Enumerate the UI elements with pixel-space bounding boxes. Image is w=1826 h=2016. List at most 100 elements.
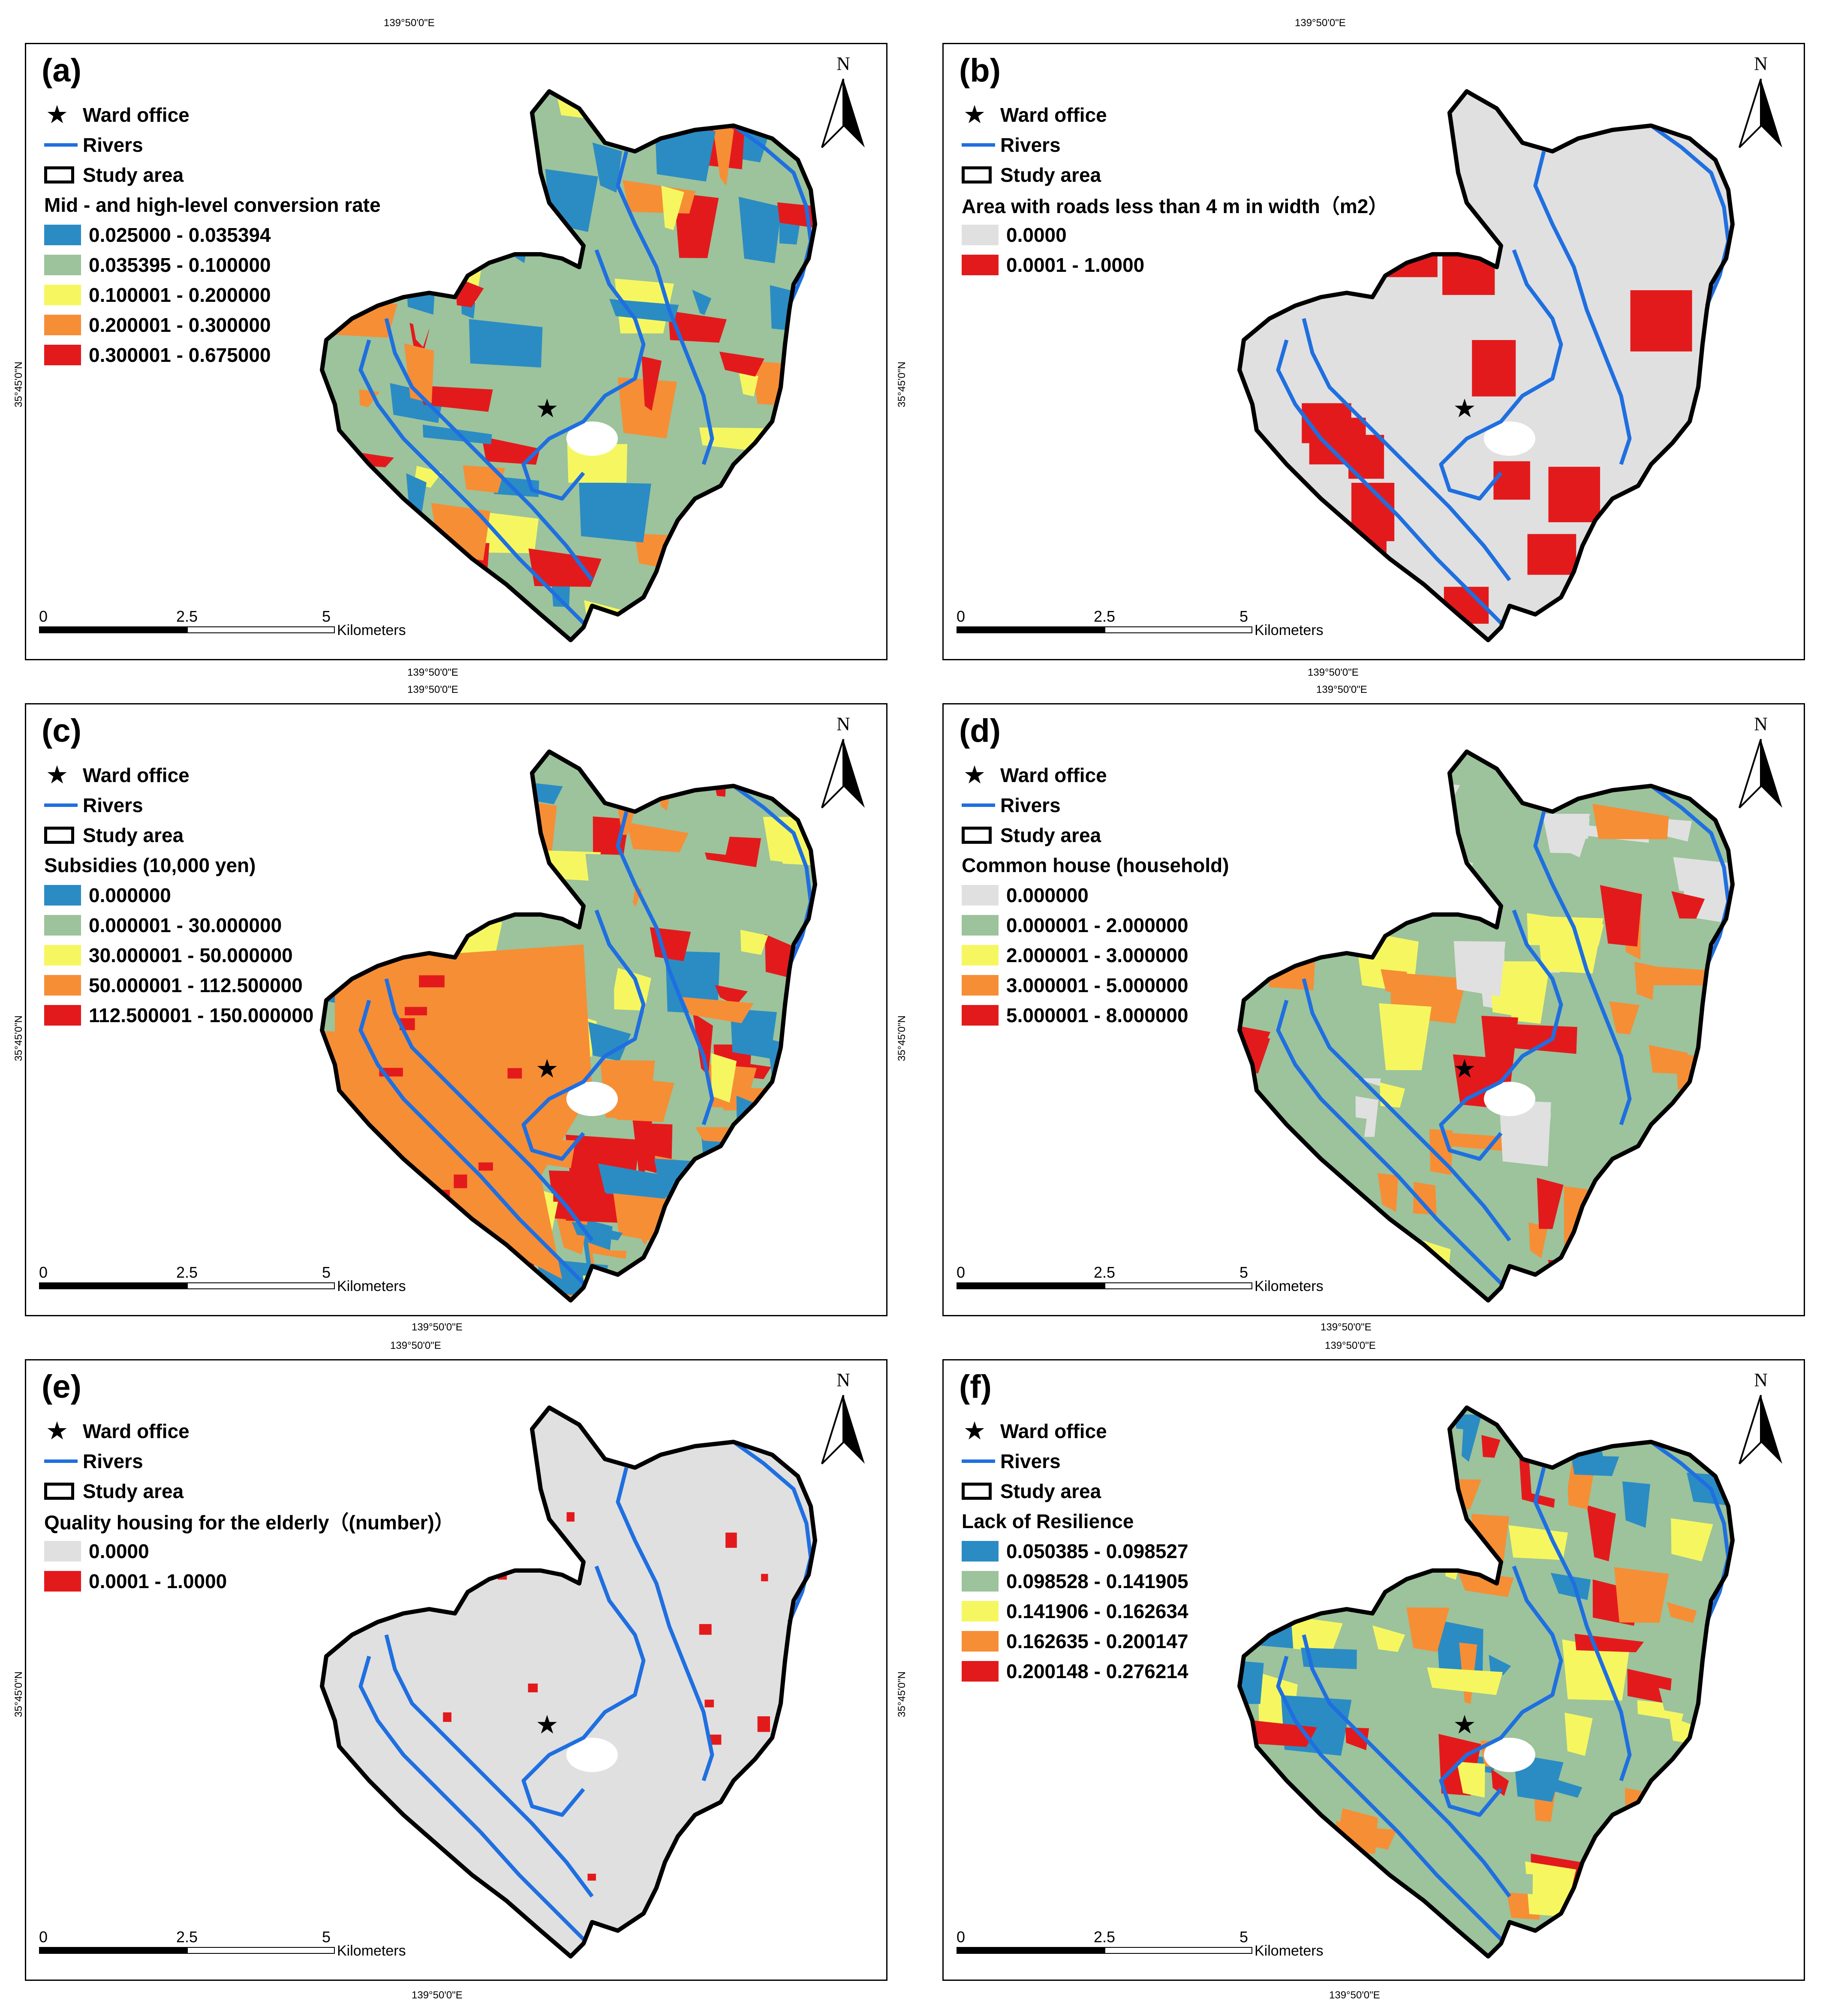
zone-patch — [773, 1274, 811, 1297]
zone-patch — [1602, 1195, 1646, 1259]
zone-patch — [1442, 239, 1495, 295]
scale-bar-white — [1104, 1282, 1252, 1289]
legend-swatch — [962, 1541, 999, 1562]
zone-patch — [796, 378, 815, 426]
zone-patch — [1685, 1169, 1733, 1236]
zone-patch — [1439, 1132, 1513, 1152]
zone-patch — [385, 1224, 408, 1233]
north-arrow-icon — [821, 78, 865, 148]
map-gap — [1484, 1082, 1535, 1116]
lat-label-b: 35°45'0"N — [896, 361, 908, 407]
zone-patch — [1338, 1426, 1410, 1453]
zone-patch — [1548, 1260, 1597, 1294]
zone-patch — [380, 569, 441, 605]
map-gap — [1484, 1738, 1535, 1772]
zone-patch — [1726, 1942, 1733, 1956]
legend-text: Study area — [1000, 824, 1101, 846]
zone-patch — [1527, 534, 1576, 575]
legend-class: 0.035395 - 0.100000 — [44, 250, 381, 280]
study-area-boundary — [1237, 1405, 1735, 1959]
zone-patch — [732, 469, 762, 525]
zone-patch — [1471, 1514, 1510, 1562]
scale-bar: 0 2.5 5 Kilometers — [39, 608, 406, 642]
zone-patch — [1250, 926, 1317, 954]
legend-text: Ward office — [1000, 764, 1107, 786]
river-line — [358, 1655, 585, 1941]
scale-tick-2-5: 2.5 — [176, 1264, 198, 1281]
zone-patch — [818, 1174, 871, 1203]
legend-range: 5.000001 - 8.000000 — [1006, 1004, 1188, 1026]
zone-patch — [423, 832, 480, 859]
zone-patch — [1548, 466, 1600, 523]
map-gap — [566, 1738, 618, 1772]
scale-tick-0: 0 — [957, 1264, 966, 1281]
zone-patch — [1340, 1499, 1374, 1560]
legend-text: Ward office — [83, 1420, 190, 1442]
zone-patch — [333, 871, 377, 931]
map-gap — [1484, 421, 1535, 456]
zone-patch — [643, 612, 672, 633]
legend-class: 0.000000 — [44, 880, 313, 910]
zone-patch — [1372, 1625, 1405, 1652]
zone-patch — [750, 1264, 777, 1294]
panel-label: (e) — [42, 1369, 81, 1405]
zone-patch — [798, 1095, 815, 1153]
zone-patch — [1632, 1897, 1667, 1946]
zone-patch — [598, 1163, 668, 1199]
zone-patch — [365, 859, 431, 913]
zone-patch — [705, 596, 765, 622]
zone-patch — [394, 776, 436, 831]
zone-patch — [1287, 855, 1307, 924]
zone-patch — [588, 1022, 631, 1061]
zone-patch — [1690, 1067, 1731, 1116]
zone-patch — [757, 1716, 770, 1732]
river-line — [1439, 909, 1563, 1161]
scale-bar-white — [1104, 1947, 1252, 1954]
zone-patch — [758, 1124, 815, 1159]
zone-patch — [1710, 1073, 1730, 1120]
zone-patch — [355, 938, 380, 966]
river-line — [1276, 1655, 1503, 1941]
scale-bar: 0 2.5 5 Kilometers — [957, 1264, 1324, 1298]
zone-patch — [1243, 924, 1318, 987]
zone-patch — [631, 1107, 653, 1176]
zone-patch — [796, 981, 815, 1032]
scale-tick-2-5: 2.5 — [1094, 608, 1116, 625]
zone-patch — [1734, 1474, 1792, 1510]
north-arrow-icon — [1739, 739, 1782, 809]
zone-patch — [1491, 1769, 1509, 1796]
scale-tick-5: 5 — [322, 608, 331, 625]
zone-patch — [481, 436, 540, 465]
zone-patch — [413, 1227, 442, 1258]
zone-patch — [719, 1213, 743, 1248]
zone-patch — [1334, 1465, 1384, 1510]
legend-class: 0.200148 - 0.276214 — [962, 1656, 1188, 1686]
legend: ★ Ward office Rivers Study area Mid - and hi… — [44, 100, 381, 370]
legend-range: 0.200001 - 0.300000 — [89, 314, 271, 336]
zone-patch — [1564, 1712, 1593, 1756]
zone-patch — [1380, 1082, 1405, 1108]
north-arrow-icon — [821, 739, 865, 809]
zone-patch — [528, 548, 602, 587]
scale-tick-2-5: 2.5 — [176, 608, 198, 625]
zone-patch — [715, 985, 748, 1005]
scale-bar-white — [187, 626, 335, 633]
legend-ward-office: ★ Ward office — [962, 1416, 1188, 1446]
legend-ward-office: ★ Ward office — [962, 760, 1229, 790]
ward-office-star-icon: ★ — [1453, 1054, 1476, 1084]
river-line — [1276, 339, 1503, 625]
zone-patch — [359, 1169, 410, 1198]
zone-patch — [795, 520, 815, 578]
zone-patch — [1499, 1100, 1551, 1167]
legend-class: 112.500001 - 150.000000 — [44, 1000, 313, 1030]
legend-title: Common house (household) — [962, 854, 1229, 876]
zone-patch — [1489, 1655, 1511, 1675]
panel-label: (f) — [959, 1369, 992, 1405]
zone-patch — [1387, 1501, 1412, 1562]
zone-patch — [655, 127, 716, 182]
study-area-boundary — [1237, 749, 1735, 1303]
zone-patch — [1653, 1137, 1681, 1198]
zone-patch — [1396, 1686, 1459, 1704]
legend-range: 0.000001 - 30.000000 — [89, 914, 282, 936]
zone-patch — [749, 361, 815, 409]
